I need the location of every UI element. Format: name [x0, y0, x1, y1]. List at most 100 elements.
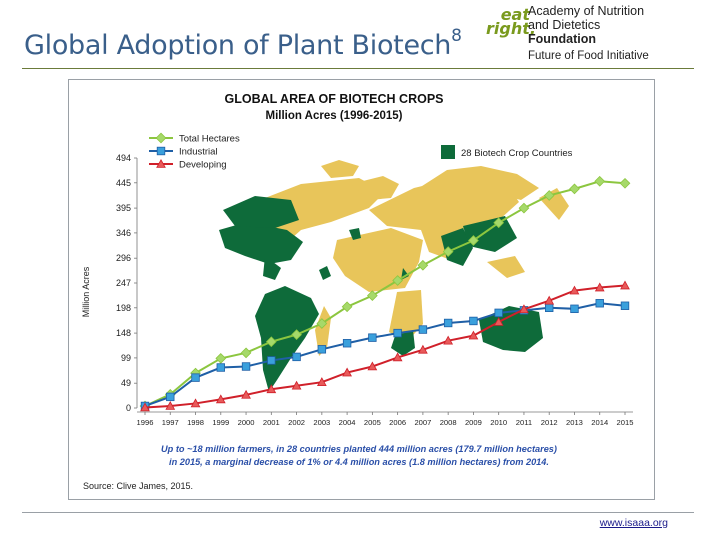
series-developing-line: [144, 284, 626, 409]
y-tick-label: 99: [121, 353, 131, 363]
data-point: [393, 328, 402, 338]
title-footnote-mark: 8: [451, 26, 462, 46]
data-point: [569, 285, 580, 295]
y-tick-label: 494: [116, 153, 131, 163]
y-axis: 0 49 99 148 198 247 296 346 395 445 494: [116, 153, 138, 413]
data-point: [392, 352, 403, 362]
data-point: [442, 246, 454, 257]
legend-item: Developing: [149, 158, 227, 171]
x-tick-label: 2012: [541, 418, 558, 427]
data-point: [316, 318, 328, 329]
map-legend-label: 28 Biotech Crop Countries: [461, 148, 573, 159]
x-tick-label: 1998: [187, 418, 204, 427]
data-point: [493, 217, 505, 229]
legend-label: Developing: [179, 160, 227, 171]
legend-label: Industrial: [179, 147, 218, 158]
data-point: [292, 352, 301, 362]
chart-source: Source: Clive James, 2015.: [83, 481, 193, 491]
slide-title-text: Global Adoption of Plant Biotech: [24, 30, 452, 61]
data-point: [241, 362, 251, 371]
data-point: [266, 384, 277, 394]
x-tick-label: 2000: [238, 418, 255, 427]
y-tick-label: 445: [116, 178, 131, 188]
data-point: [594, 282, 605, 292]
data-point: [240, 347, 252, 359]
chart-annotation-line-1: Up to ~18 million farmers, in 28 countri…: [161, 444, 557, 454]
org-name: Academy of Nutrition and Dietetics Found…: [528, 4, 644, 46]
x-tick-label: 2005: [364, 418, 381, 427]
x-tick-label: 2004: [339, 418, 356, 427]
x-tick-label: 1996: [137, 418, 154, 427]
chart-subtitle: Million Acres (1996-2015): [266, 110, 403, 122]
data-point: [267, 356, 276, 365]
y-tick-label: 296: [116, 253, 131, 263]
data-point: [418, 344, 428, 354]
legend-swatch-marker: [156, 158, 166, 168]
chart-title: GLOBAL AREA OF BIOTECH CROPS: [225, 92, 444, 106]
data-point: [317, 345, 327, 354]
y-tick-label: 148: [116, 328, 131, 338]
data-point: [342, 367, 352, 377]
data-point: [518, 202, 530, 214]
data-point: [620, 301, 630, 310]
x-axis: 1996 1997 1998 1999 2000 2001 2002 2003 2004 2005…: [137, 411, 633, 427]
data-point: [443, 318, 453, 328]
data-point: [570, 304, 579, 314]
org-line-2: and Dietetics: [528, 18, 601, 32]
x-tick-label: 2007: [414, 418, 431, 427]
data-point: [316, 377, 327, 386]
data-point: [569, 183, 580, 195]
data-point: [341, 301, 353, 313]
x-tick-label: 2013: [566, 418, 583, 427]
x-tick-label: 2003: [313, 418, 330, 427]
slide-title: Global Adoption of Plant Biotech8: [24, 26, 462, 61]
data-point: [191, 373, 200, 382]
data-point: [468, 330, 479, 340]
x-tick-label: 2008: [440, 418, 457, 427]
data-point: [595, 299, 604, 308]
x-tick-label: 2002: [288, 418, 305, 427]
data-point: [241, 389, 251, 399]
y-axis-label: Million Acres: [81, 266, 91, 317]
data-point: [594, 175, 606, 187]
legend-item: Total Hectares: [149, 132, 240, 145]
x-tick-label: 2011: [516, 418, 532, 427]
x-tick-label: 2010: [490, 418, 507, 427]
data-point: [545, 303, 554, 312]
y-tick-label: 198: [116, 303, 131, 313]
data-point: [367, 290, 378, 302]
x-tick-label: 2009: [465, 418, 482, 427]
y-tick-label: 49: [121, 378, 131, 388]
data-point: [216, 363, 225, 372]
data-point: [469, 316, 478, 326]
x-tick-label: 2014: [591, 418, 608, 427]
map-legend-swatch: [441, 145, 455, 159]
data-point: [265, 336, 277, 348]
series-industrial-line: [144, 302, 626, 407]
y-tick-label: 395: [116, 203, 131, 213]
org-line-3: Foundation: [528, 32, 597, 46]
legend-item: Industrial: [149, 147, 218, 158]
isaaa-link[interactable]: www.isaaa.org: [599, 517, 668, 529]
footer-divider: [22, 512, 694, 513]
data-point: [493, 316, 504, 326]
data-point: [166, 392, 175, 402]
y-tick-label: 346: [116, 228, 131, 238]
data-point: [443, 335, 454, 345]
data-point: [291, 329, 302, 340]
data-point: [215, 394, 226, 404]
map-legend: 28 Biotech Crop Countries: [441, 145, 573, 159]
legend-swatch-marker: [156, 146, 166, 156]
data-point: [367, 361, 378, 371]
legend-label: Total Hectares: [179, 134, 240, 145]
chart-legend: Total Hectares Industrial Developing: [149, 132, 240, 171]
x-tick-label: 1997: [162, 418, 179, 427]
data-point: [291, 380, 302, 390]
data-point: [190, 398, 201, 408]
data-point: [620, 280, 630, 290]
data-point: [619, 177, 631, 189]
data-point: [543, 190, 555, 201]
x-tick-label: 2006: [389, 418, 406, 427]
y-tick-label: 247: [116, 278, 131, 288]
